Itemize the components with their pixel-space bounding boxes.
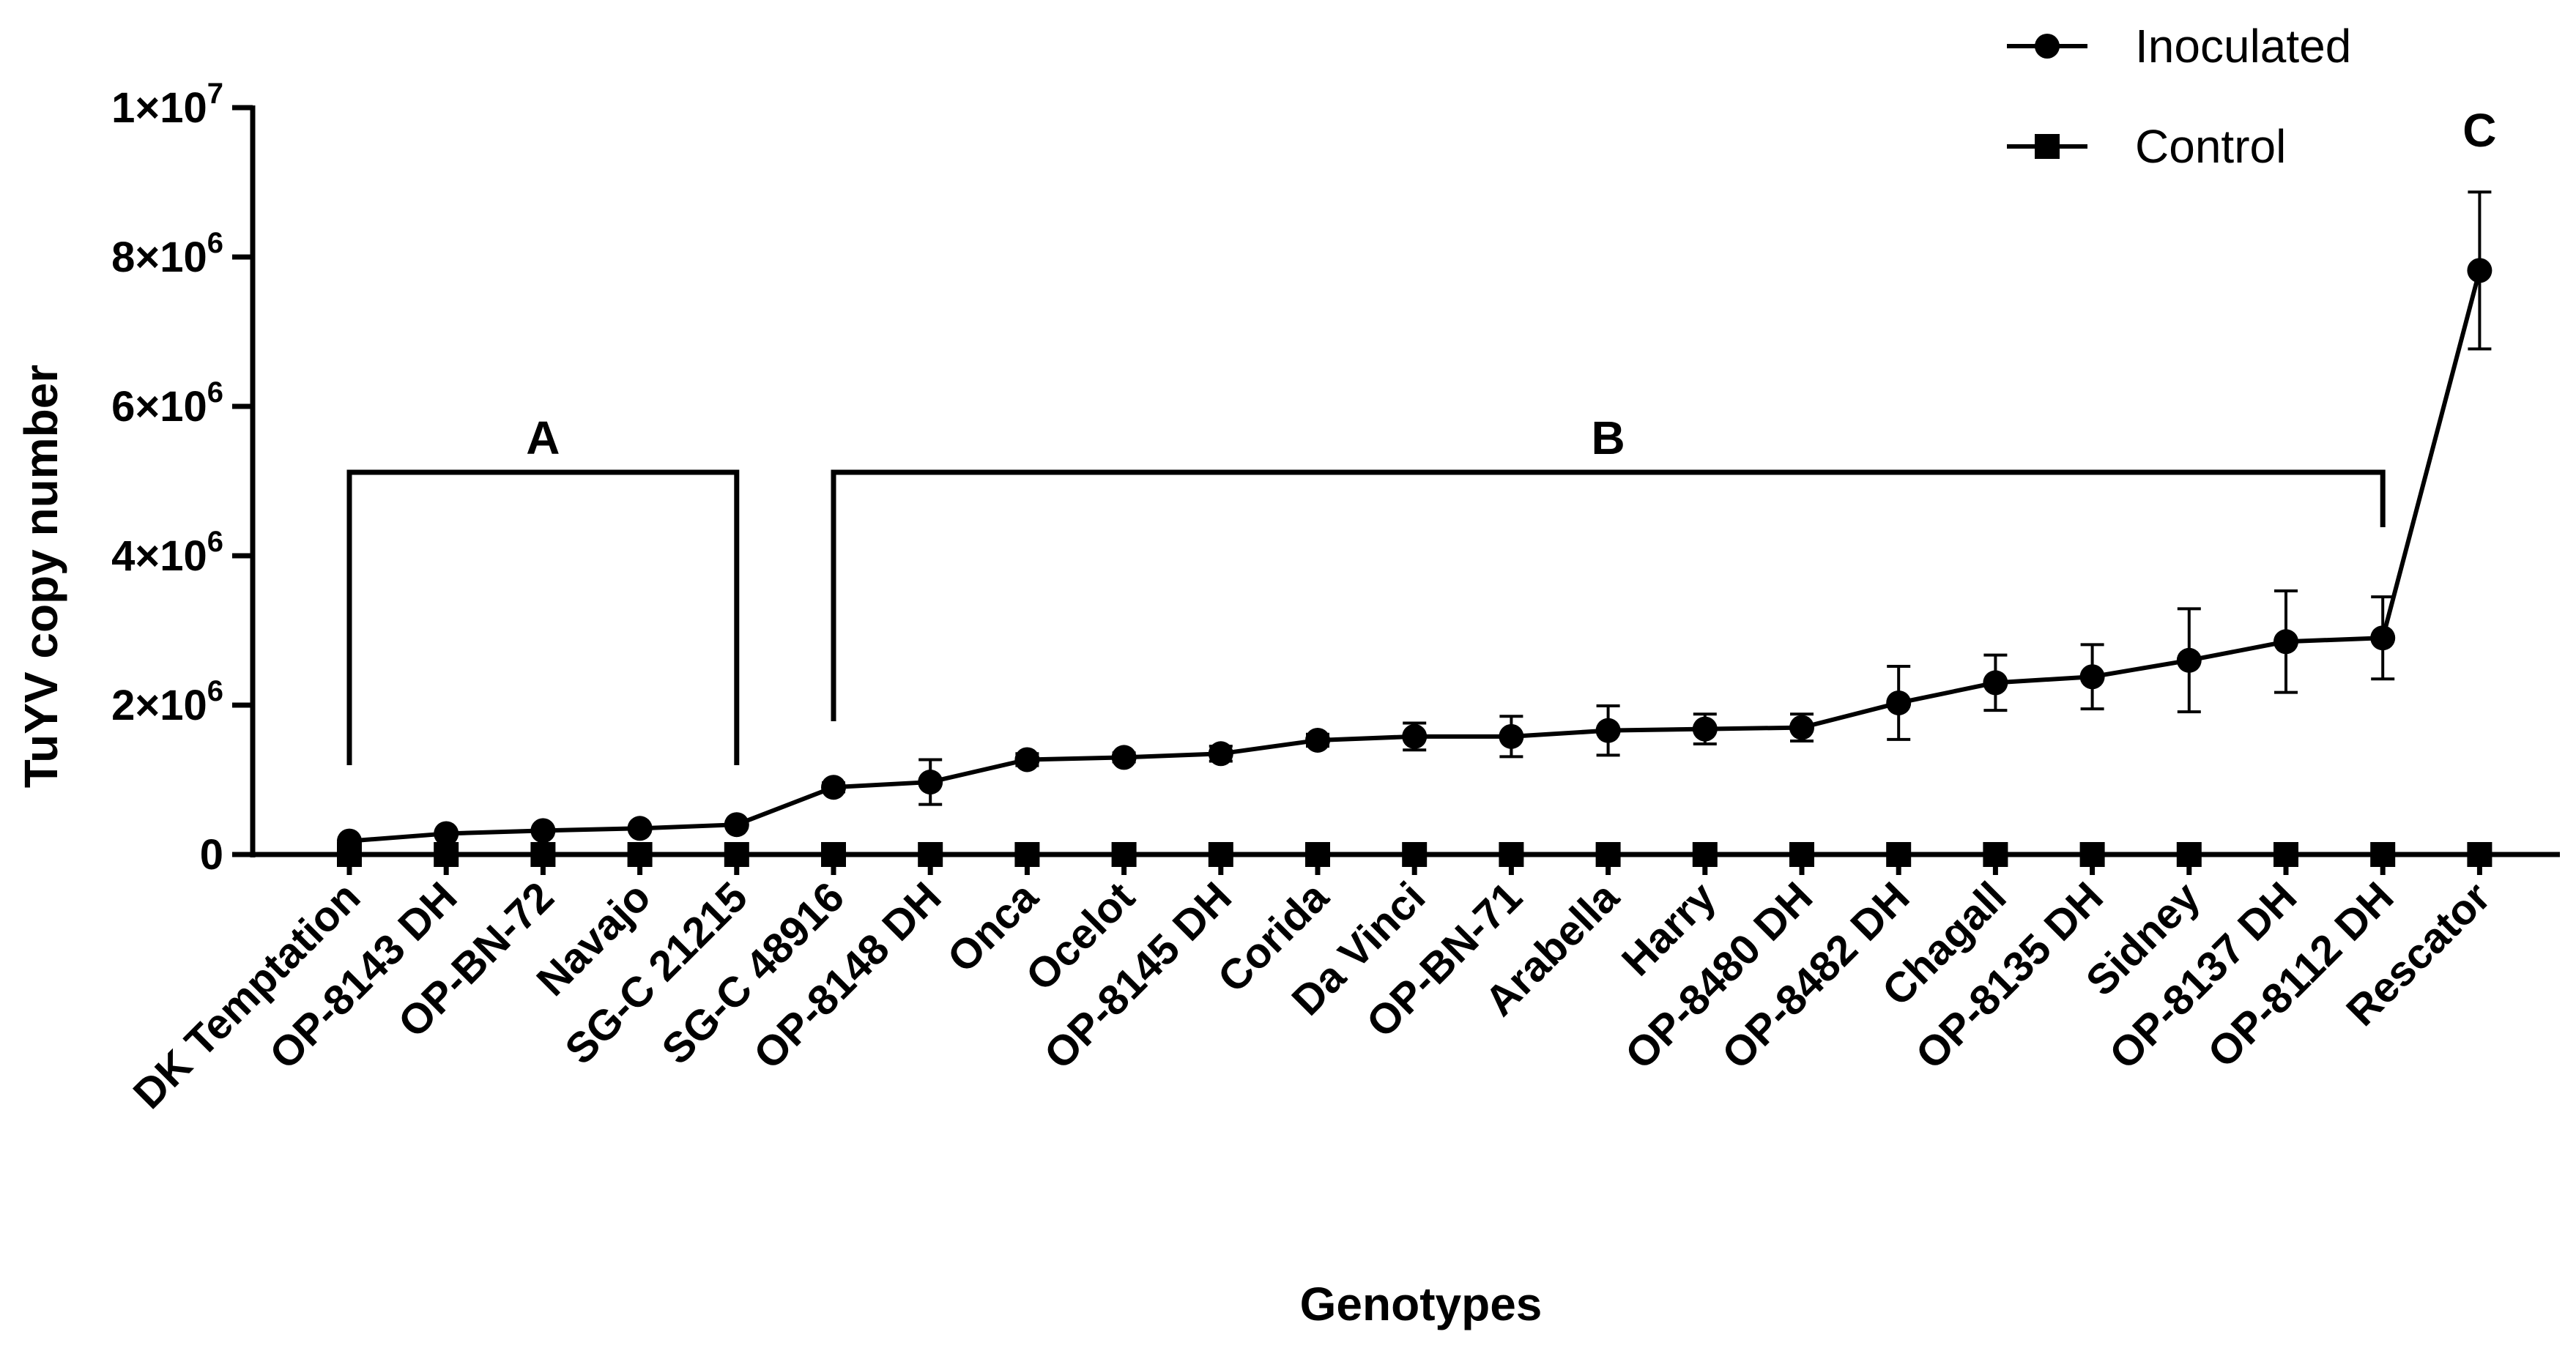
data-point <box>627 816 653 841</box>
bracket-label: A <box>526 412 560 464</box>
legend-item-control: Control <box>2007 120 2286 173</box>
data-point <box>1789 842 1814 867</box>
data-point <box>2467 842 2493 867</box>
data-point <box>1208 741 1233 767</box>
data-point <box>724 812 749 838</box>
data-point <box>434 821 459 846</box>
bracket-b <box>831 469 2386 721</box>
y-tick-label: 4×106 <box>111 526 223 580</box>
group-annotation-label: C <box>2462 104 2496 157</box>
data-point <box>918 842 943 867</box>
data-point <box>1111 842 1137 867</box>
data-point <box>1886 690 1912 715</box>
bracket-label: B <box>1591 412 1625 464</box>
data-point <box>1983 670 2008 696</box>
data-point <box>2274 842 2298 867</box>
legend: Inoculated Control <box>2007 20 2351 173</box>
legend-marker <box>2035 34 2060 59</box>
x-axis-title: Genotypes <box>1300 1278 1543 1330</box>
y-tick-label: 2×106 <box>111 675 223 729</box>
data-point <box>2176 842 2202 867</box>
series-inoculated <box>337 190 2493 854</box>
y-tick-label: 0 <box>200 831 223 879</box>
brackets-layer: A B C <box>346 104 2497 765</box>
data-point <box>530 842 556 867</box>
y-axis-title: TuYV copy number <box>15 365 67 788</box>
data-point <box>2079 842 2105 867</box>
data-point <box>1789 715 1814 740</box>
data-point <box>2467 258 2493 283</box>
data-point <box>1111 745 1137 770</box>
data-point <box>1305 727 1330 753</box>
legend-marker <box>2035 134 2060 159</box>
y-tick-label: 8×106 <box>111 227 223 281</box>
data-point <box>724 842 749 867</box>
data-point <box>1692 716 1718 742</box>
data-point <box>1499 842 1524 867</box>
data-point <box>434 842 459 867</box>
data-point <box>821 842 846 867</box>
series-line <box>349 269 2482 844</box>
data-point <box>2079 664 2105 690</box>
legend-item-inoculated: Inoculated <box>2007 20 2351 72</box>
data-point <box>530 818 556 844</box>
series-control <box>337 842 2493 867</box>
data-point <box>1886 842 1912 867</box>
data-point <box>1499 723 1524 749</box>
data-point <box>1014 842 1040 867</box>
data-point <box>1692 842 1718 867</box>
data-point <box>2370 842 2396 867</box>
data-point <box>1595 718 1621 743</box>
data-point <box>2274 629 2298 655</box>
data-point <box>627 842 653 867</box>
data-point <box>2176 647 2202 673</box>
data-point <box>1014 747 1040 772</box>
data-point <box>918 770 943 795</box>
data-point <box>821 775 846 800</box>
bracket-a <box>346 469 740 765</box>
legend-label: Control <box>2135 120 2286 173</box>
data-point <box>337 842 362 867</box>
series-layer <box>337 190 2493 867</box>
legend-label: Inoculated <box>2135 20 2351 72</box>
data-point <box>1402 723 1428 749</box>
y-tick-label: 6×106 <box>111 376 223 431</box>
data-point <box>1983 842 2008 867</box>
data-point <box>1305 842 1330 867</box>
data-point <box>1595 842 1621 867</box>
y-tick-label: 1×107 <box>111 78 223 132</box>
data-point <box>1208 842 1233 867</box>
data-point <box>2370 625 2396 651</box>
data-point <box>1402 842 1428 867</box>
